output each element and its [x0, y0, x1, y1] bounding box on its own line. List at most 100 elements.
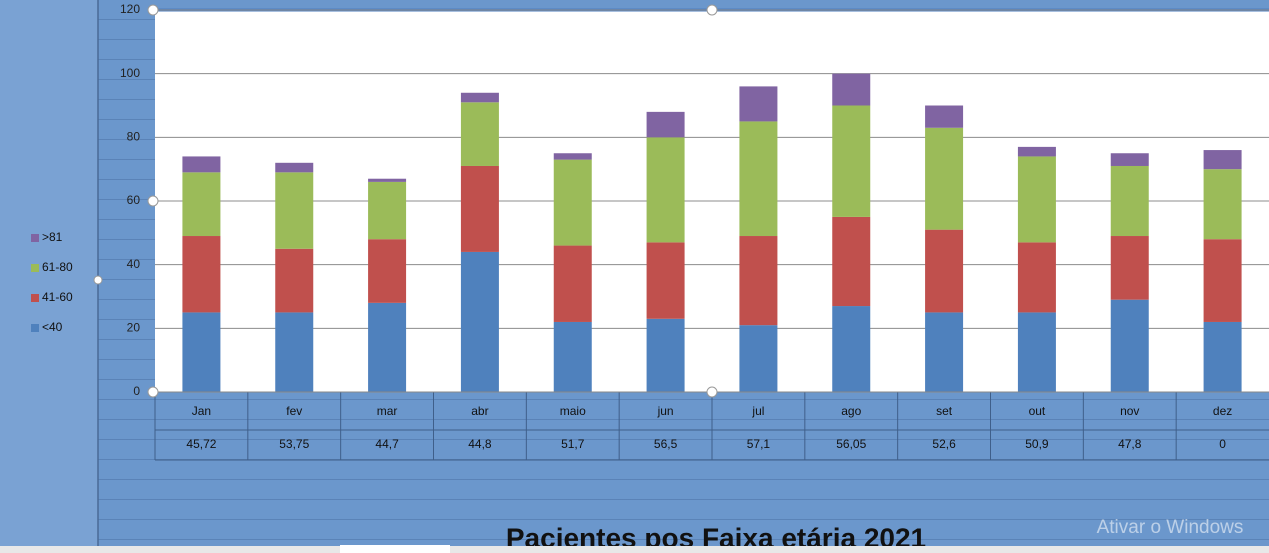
bar-segment: [1203, 150, 1242, 170]
data-table-cell: 57,1: [747, 437, 771, 451]
x-tick-label: maio: [560, 404, 586, 418]
bar-segment: [925, 105, 964, 128]
axis: 0 20 40 60 80 100 120 Jan 45,72 fev 53,75 mar 44,7 ab…: [120, 2, 1269, 461]
bar-segment: [553, 321, 592, 392]
bar-segment: [368, 302, 407, 392]
bar-segment: [275, 248, 314, 313]
row-header-area: [0, 0, 98, 553]
bar-segment: [832, 306, 871, 392]
x-tick-label: dez: [1213, 404, 1232, 418]
bar-segment: [182, 156, 221, 173]
bar-segment: [646, 242, 685, 319]
active-tab[interactable]: [340, 545, 450, 553]
bar-segment: [925, 312, 964, 392]
x-tick-label: nov: [1120, 404, 1139, 418]
y-tick-label: 80: [127, 130, 141, 144]
data-table-cell: 44,7: [375, 437, 399, 451]
legend-label: 41-60: [42, 290, 73, 304]
bar-segment: [553, 159, 592, 246]
bar-segment: [1110, 165, 1149, 237]
bar-segment: [460, 251, 499, 392]
x-tick-label: jun: [657, 404, 674, 418]
bar-segment: [739, 86, 778, 122]
handle: [147, 4, 159, 16]
bar-segment: [1110, 153, 1149, 166]
y-tick-label: 0: [133, 384, 140, 398]
bar-segment: [832, 216, 871, 307]
handle: [147, 195, 159, 207]
handle: [147, 386, 159, 398]
bar-segment: [368, 239, 407, 303]
x-tick-label: ago: [841, 404, 861, 418]
bar-segment: [646, 111, 685, 138]
bar-segment: [182, 236, 221, 313]
x-tick-label: abr: [471, 404, 488, 418]
data-table-cell: 45,72: [186, 437, 216, 451]
x-tick-label: Jan: [192, 404, 211, 418]
bar-segment: [739, 325, 778, 392]
bar-segment: [1110, 236, 1149, 300]
legend: <40 41-60 61-80 >81: [31, 230, 73, 334]
bar-segment: [368, 181, 407, 240]
data-table-cell: 50,9: [1025, 437, 1049, 451]
x-tick-label: fev: [286, 404, 302, 418]
bar-segment: [832, 73, 871, 106]
bar-segment: [739, 121, 778, 237]
bar-segment: [553, 153, 592, 160]
data-table-cell: 47,8: [1118, 437, 1142, 451]
handle: [706, 4, 718, 16]
y-tick-label: 60: [127, 193, 141, 207]
bar-segment: [646, 137, 685, 243]
y-tick-label: 100: [120, 66, 140, 80]
bar-segment: [460, 165, 499, 252]
bars: [182, 73, 1242, 392]
bar-segment: [182, 312, 221, 392]
bar-segment: [1110, 299, 1149, 392]
x-tick-label: set: [936, 404, 953, 418]
legend-swatch: [31, 324, 39, 332]
bar-segment: [182, 172, 221, 237]
bar-segment: [925, 127, 964, 230]
bar-segment: [460, 92, 499, 103]
bar-segment: [275, 312, 314, 392]
bar-segment: [1017, 156, 1056, 243]
legend-swatch: [31, 234, 39, 242]
bar-segment: [275, 162, 314, 173]
legend-label: >81: [42, 230, 63, 244]
data-table-cell: 51,7: [561, 437, 585, 451]
legend-swatch: [31, 294, 39, 302]
bar-segment: [925, 229, 964, 313]
bar-segment: [1203, 239, 1242, 322]
data-table-cell: 52,6: [932, 437, 956, 451]
data-table-cell: 53,75: [279, 437, 309, 451]
bar-segment: [460, 102, 499, 166]
bar-segment: [1017, 242, 1056, 313]
bar-segment: [1203, 321, 1242, 392]
legend-label: <40: [42, 320, 63, 334]
y-tick-label: 40: [127, 257, 141, 271]
data-table-cell: 56,05: [836, 437, 866, 451]
bar-segment: [1017, 312, 1056, 392]
bar-segment: [832, 105, 871, 217]
data-table-cell: 0: [1219, 437, 1226, 451]
data-table-cell: 44,8: [468, 437, 492, 451]
bar-segment: [646, 318, 685, 392]
x-tick-label: out: [1029, 404, 1046, 418]
sheet-tabs: [0, 546, 1269, 553]
watermark: Ativar o Windows: [1097, 517, 1244, 538]
handles: [93, 4, 718, 398]
x-tick-label: mar: [377, 404, 398, 418]
bar-segment: [275, 172, 314, 249]
bar-segment: [1017, 146, 1056, 157]
legend-label: 61-80: [42, 260, 73, 274]
x-tick-label: jul: [751, 404, 764, 418]
data-table-cell: 56,5: [654, 437, 678, 451]
bar-segment: [368, 178, 407, 182]
legend-swatch: [31, 264, 39, 272]
handle: [93, 275, 103, 285]
y-tick-label: 120: [120, 2, 140, 16]
bar-segment: [553, 245, 592, 322]
y-tick-label: 20: [127, 321, 141, 335]
